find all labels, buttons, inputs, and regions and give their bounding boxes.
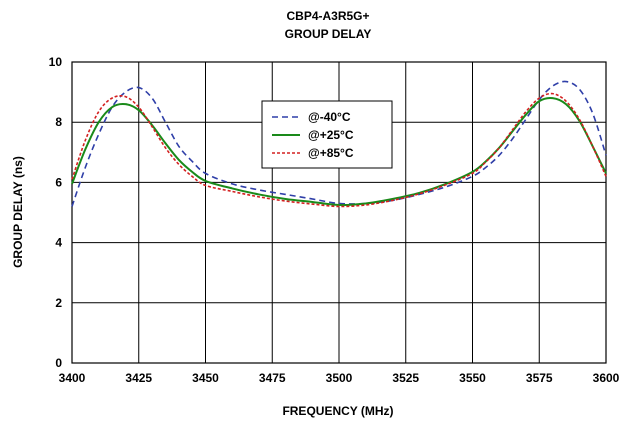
x-tick-label: 3550 bbox=[459, 371, 486, 385]
y-tick-label: 0 bbox=[55, 356, 62, 370]
x-tick-label: 3525 bbox=[392, 371, 419, 385]
x-tick-labels: 3400 3425 3450 3475 3500 3525 3550 3575 3600 bbox=[59, 371, 620, 385]
x-tick-label: 3425 bbox=[125, 371, 152, 385]
x-tick-label: 3400 bbox=[59, 371, 86, 385]
x-axis-label: FREQUENCY (MHz) bbox=[282, 404, 393, 418]
y-tick-labels: 0 2 4 6 8 10 bbox=[49, 55, 63, 370]
x-tick-label: 3475 bbox=[259, 371, 286, 385]
series-line-1 bbox=[71, 80, 607, 207]
chart-title: CBP4-A3R5G+ bbox=[286, 9, 369, 23]
y-tick-label: 2 bbox=[55, 296, 62, 310]
y-axis-label: GROUP DELAY (ns) bbox=[11, 156, 25, 268]
chart-subtitle: GROUP DELAY bbox=[285, 27, 372, 41]
series-line-2 bbox=[71, 96, 607, 207]
legend: @-40°C @+25°C @+85°C bbox=[261, 100, 393, 169]
legend-entry-label: @+25°C bbox=[308, 128, 354, 142]
y-tick-label: 4 bbox=[55, 236, 62, 250]
series-lines bbox=[71, 80, 607, 208]
y-tick-label: 6 bbox=[55, 175, 62, 189]
y-tick-label: 10 bbox=[49, 55, 63, 69]
x-tick-label: 3575 bbox=[526, 371, 553, 385]
x-tick-label: 3500 bbox=[326, 371, 353, 385]
legend-entry-label: @-40°C bbox=[308, 110, 351, 124]
series-line-3 bbox=[71, 92, 607, 208]
x-tick-label: 3450 bbox=[192, 371, 219, 385]
x-tick-label: 3600 bbox=[593, 371, 620, 385]
legend-entry-label: @+85°C bbox=[308, 146, 354, 160]
y-tick-label: 8 bbox=[55, 115, 62, 129]
grid-lines bbox=[71, 61, 607, 364]
